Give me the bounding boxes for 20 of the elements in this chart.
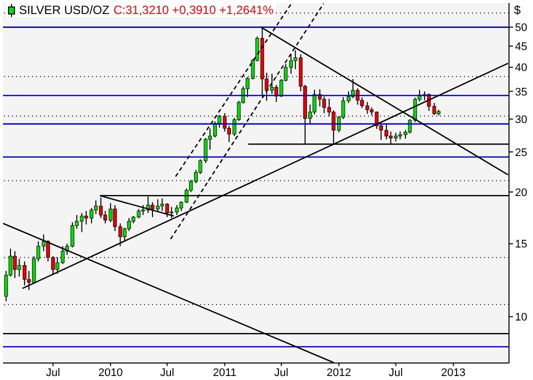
y-tick-label: 20 xyxy=(515,186,528,199)
y-tick-label: 25 xyxy=(515,146,528,159)
x-tick-label: 2012 xyxy=(326,366,352,379)
y-tick-label: 15 xyxy=(515,238,528,251)
x-tick-label: Jul xyxy=(160,366,174,379)
y-tick-label: 10 xyxy=(515,312,528,324)
x-tick-label: Jul xyxy=(46,366,60,379)
x-tick-label: 2011 xyxy=(212,366,237,379)
x-tick-label: Jul xyxy=(388,366,403,379)
y-tick-label: 30 xyxy=(515,114,528,126)
y-tick-label: 50 xyxy=(515,22,528,34)
chart-subtitle: C:31,3210 +0,3910 +1,2641% xyxy=(113,3,274,17)
y-tick-label: 45 xyxy=(515,41,528,54)
x-tick-label: 2013 xyxy=(441,366,466,379)
y-tick-label: 40 xyxy=(515,62,528,74)
x-tick-label: 2010 xyxy=(98,366,123,379)
y-tick-label: 35 xyxy=(515,86,528,98)
x-tick-label: Jul xyxy=(274,366,288,379)
y-axis-title: $ xyxy=(514,3,521,17)
chart-title: SILVER USD/OZ xyxy=(19,3,110,17)
